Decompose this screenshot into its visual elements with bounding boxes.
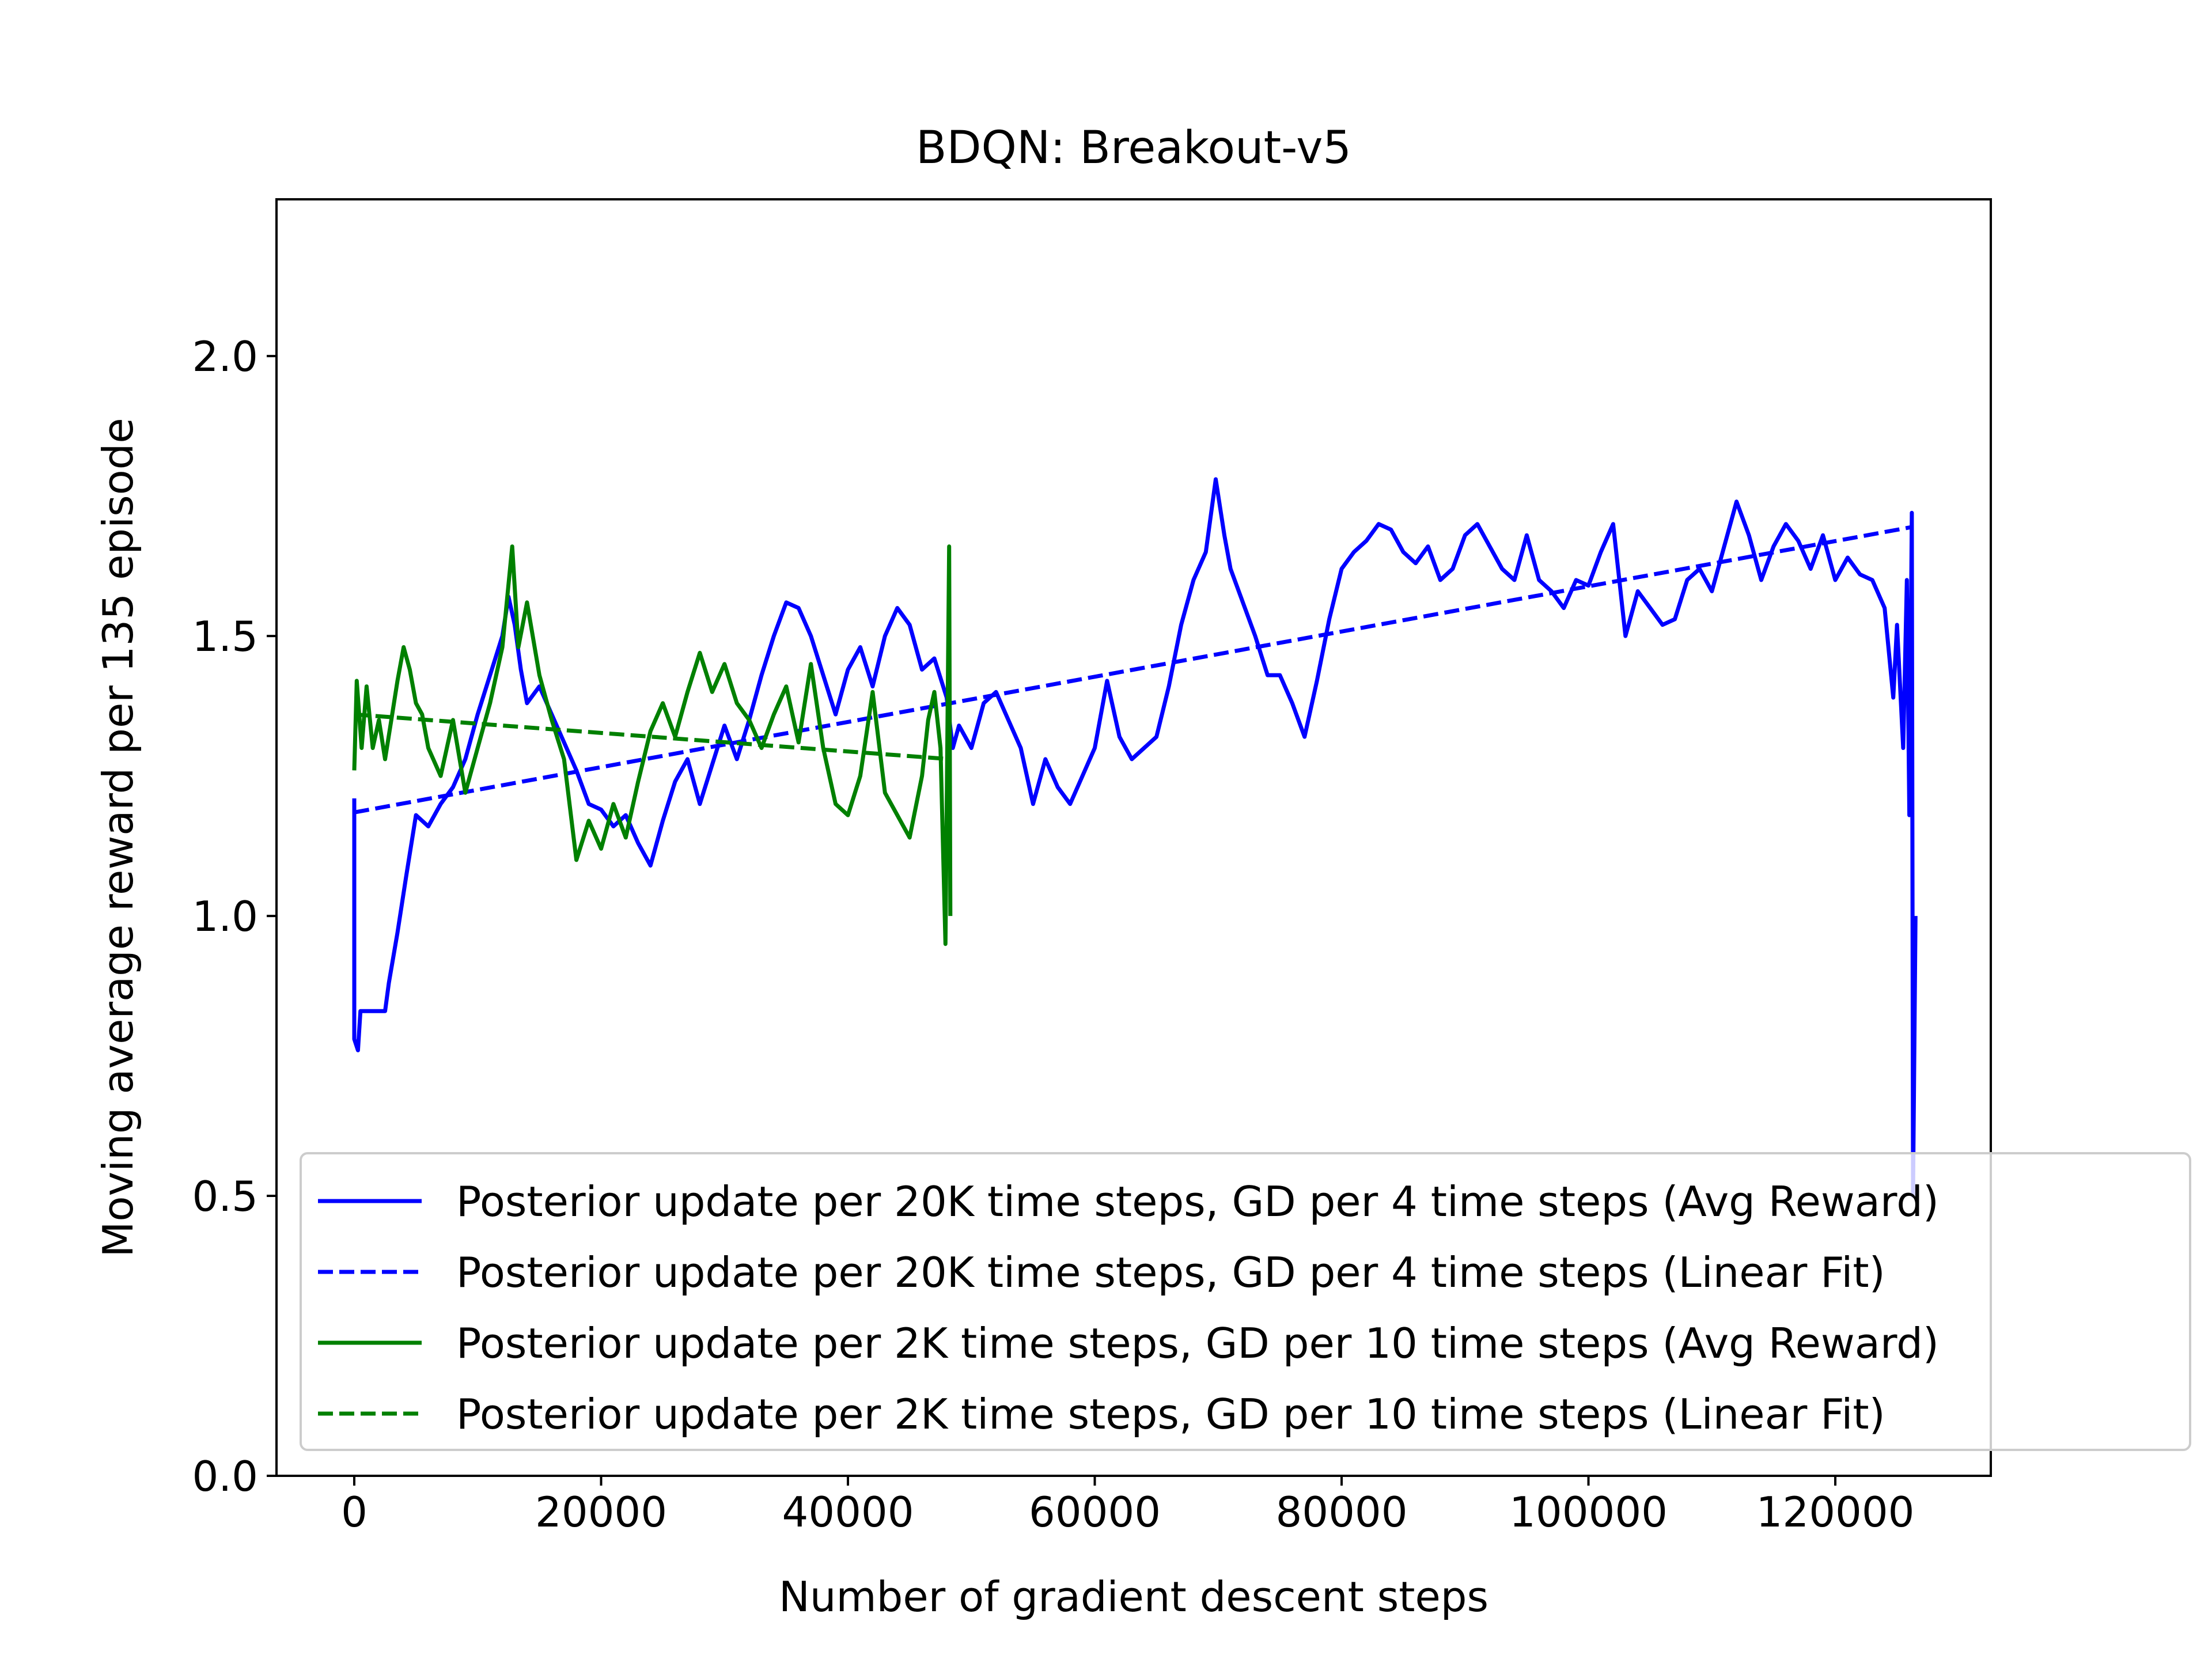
y-tick-label-3: 1.5 [192, 612, 258, 661]
legend-box [300, 1152, 2191, 1451]
x-tick-label-3: 60000 [1029, 1488, 1161, 1536]
y-tick-label-0: 0.0 [192, 1452, 258, 1501]
x-tick-label-5: 100000 [1509, 1488, 1668, 1536]
x-tick-label-6: 120000 [1756, 1488, 1915, 1536]
legend-label-4: Posterior update per 2K time steps, GD p… [456, 1390, 1885, 1438]
y-axis-label: Moving average reward per 135 episode [94, 418, 142, 1257]
legend-label-1: Posterior update per 20K time steps, GD … [456, 1177, 1939, 1226]
series-line-2 [354, 525, 1914, 815]
series-layer [352, 477, 1918, 1198]
series-line-4 [354, 712, 951, 762]
series-line-1 [352, 477, 1918, 1198]
legend-label-3: Posterior update per 2K time steps, GD p… [456, 1319, 1939, 1368]
series-line-3 [352, 544, 953, 946]
y-axis-ticks: 0.0 0.5 1.0 1.5 2.0 [192, 332, 276, 1501]
chart-title: BDQN: Breakout-v5 [916, 122, 1351, 174]
x-tick-label-1: 20000 [535, 1488, 667, 1536]
legend-label-2: Posterior update per 20K time steps, GD … [456, 1248, 1885, 1297]
x-axis-label: Number of gradient descent steps [779, 1573, 1488, 1621]
y-tick-label-2: 1.0 [192, 892, 258, 941]
x-tick-label-4: 80000 [1275, 1488, 1407, 1536]
x-tick-label-2: 40000 [782, 1488, 914, 1536]
plot-frame [275, 198, 1992, 1477]
legend-entries: Posterior update per 20K time steps, GD … [318, 1177, 1939, 1438]
legend: Posterior update per 20K time steps, GD … [300, 1152, 2191, 1451]
x-axis-ticks: 0 20000 40000 60000 80000 100000 120000 [341, 1476, 1914, 1536]
x-tick-label-0: 0 [341, 1488, 368, 1536]
y-tick-label-1: 0.5 [192, 1172, 258, 1221]
y-tick-label-4: 2.0 [192, 332, 258, 381]
